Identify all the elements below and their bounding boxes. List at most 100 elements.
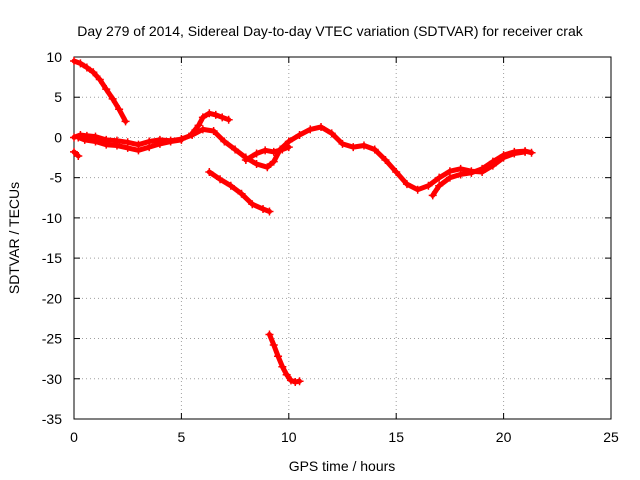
data-point (435, 181, 444, 190)
series-track-c (70, 122, 530, 194)
data-point (278, 145, 287, 154)
grid (74, 57, 611, 419)
y-tick-label: 10 (46, 49, 62, 65)
data-point (478, 164, 487, 173)
data-point (413, 185, 422, 194)
data-point (456, 170, 465, 179)
y-axis-label: SDTVAR / TECUs (6, 182, 22, 294)
data-point (166, 137, 175, 146)
data-point (70, 147, 78, 156)
data-point (265, 207, 274, 216)
data-point (338, 139, 347, 148)
data-point (284, 143, 293, 152)
series-track-i (428, 147, 536, 200)
series-track-f (205, 168, 274, 216)
data-point (198, 113, 207, 122)
data-point (198, 125, 207, 134)
axis-ticks (73, 56, 612, 420)
x-axis-label: GPS time / hours (289, 458, 396, 474)
y-tick-label: 5 (54, 89, 62, 105)
data-point (123, 143, 132, 152)
data-point (269, 340, 278, 349)
data-point (82, 63, 91, 72)
y-tick-label: -30 (42, 371, 62, 387)
y-tick-label: -25 (42, 331, 62, 347)
series-track-a (70, 57, 130, 126)
series-track-b (70, 147, 83, 160)
data-point (269, 147, 278, 156)
data-point (205, 168, 214, 177)
data-point (76, 59, 85, 68)
plot-frame (73, 56, 612, 420)
data-point (115, 105, 124, 114)
data-points (70, 57, 536, 386)
x-tick-label: 5 (178, 429, 186, 445)
data-point (282, 370, 291, 379)
data-point (359, 141, 368, 150)
chart-title: Day 279 of 2014, Sidereal Day-to-day VTE… (77, 23, 583, 39)
data-point (102, 140, 111, 149)
x-tick-label: 10 (281, 429, 297, 445)
data-point (263, 163, 272, 172)
tick-labels: 0 5 10 15 20 25 10 5 0 -5 -10 -15 -20 -25 -30 -35 (42, 49, 619, 445)
data-point (231, 145, 240, 154)
data-point (237, 189, 246, 198)
data-point (220, 137, 229, 146)
series-trace (71, 58, 129, 124)
series-track-g (241, 143, 293, 164)
data-point (74, 133, 83, 142)
data-point (488, 157, 497, 166)
x-tick-label: 25 (603, 429, 619, 445)
data-point (218, 113, 227, 122)
data-point (424, 181, 433, 190)
data-point (155, 139, 164, 148)
data-point (521, 147, 530, 156)
data-point (381, 155, 390, 164)
data-point (499, 151, 508, 160)
series-track-h (265, 330, 304, 386)
data-point (259, 205, 268, 214)
data-point (248, 200, 257, 209)
data-point (306, 125, 315, 134)
data-point (295, 377, 304, 386)
data-point (274, 352, 283, 361)
data-point (145, 143, 154, 152)
data-point (467, 168, 476, 177)
data-point (435, 173, 444, 182)
data-point (216, 175, 225, 184)
y-tick-label: -20 (42, 290, 62, 306)
data-point (265, 330, 274, 339)
data-point (95, 75, 104, 84)
data-point (112, 141, 121, 150)
y-tick-label: 0 (54, 129, 62, 145)
data-point (445, 173, 454, 182)
data-point (370, 145, 379, 154)
data-point (80, 135, 89, 144)
data-point (261, 146, 270, 155)
data-point (188, 129, 197, 138)
data-point (402, 180, 411, 189)
data-point (108, 94, 117, 103)
data-point (252, 149, 261, 158)
x-tick-label: 15 (388, 429, 404, 445)
data-point (428, 191, 437, 200)
data-point (102, 85, 111, 94)
data-point (134, 146, 143, 155)
data-point (205, 109, 214, 118)
data-point (121, 117, 130, 126)
y-tick-label: -35 (42, 411, 62, 427)
data-point (70, 57, 78, 66)
series-track-d (74, 133, 186, 155)
data-point (226, 181, 235, 190)
data-point (269, 157, 278, 166)
data-point (286, 376, 295, 385)
y-tick-label: -5 (50, 170, 63, 186)
data-point (252, 159, 261, 168)
data-point (527, 148, 536, 157)
data-point (74, 151, 83, 160)
series-track-e (188, 109, 233, 138)
data-point (241, 155, 250, 164)
data-point (510, 147, 519, 156)
data-point (177, 135, 186, 144)
